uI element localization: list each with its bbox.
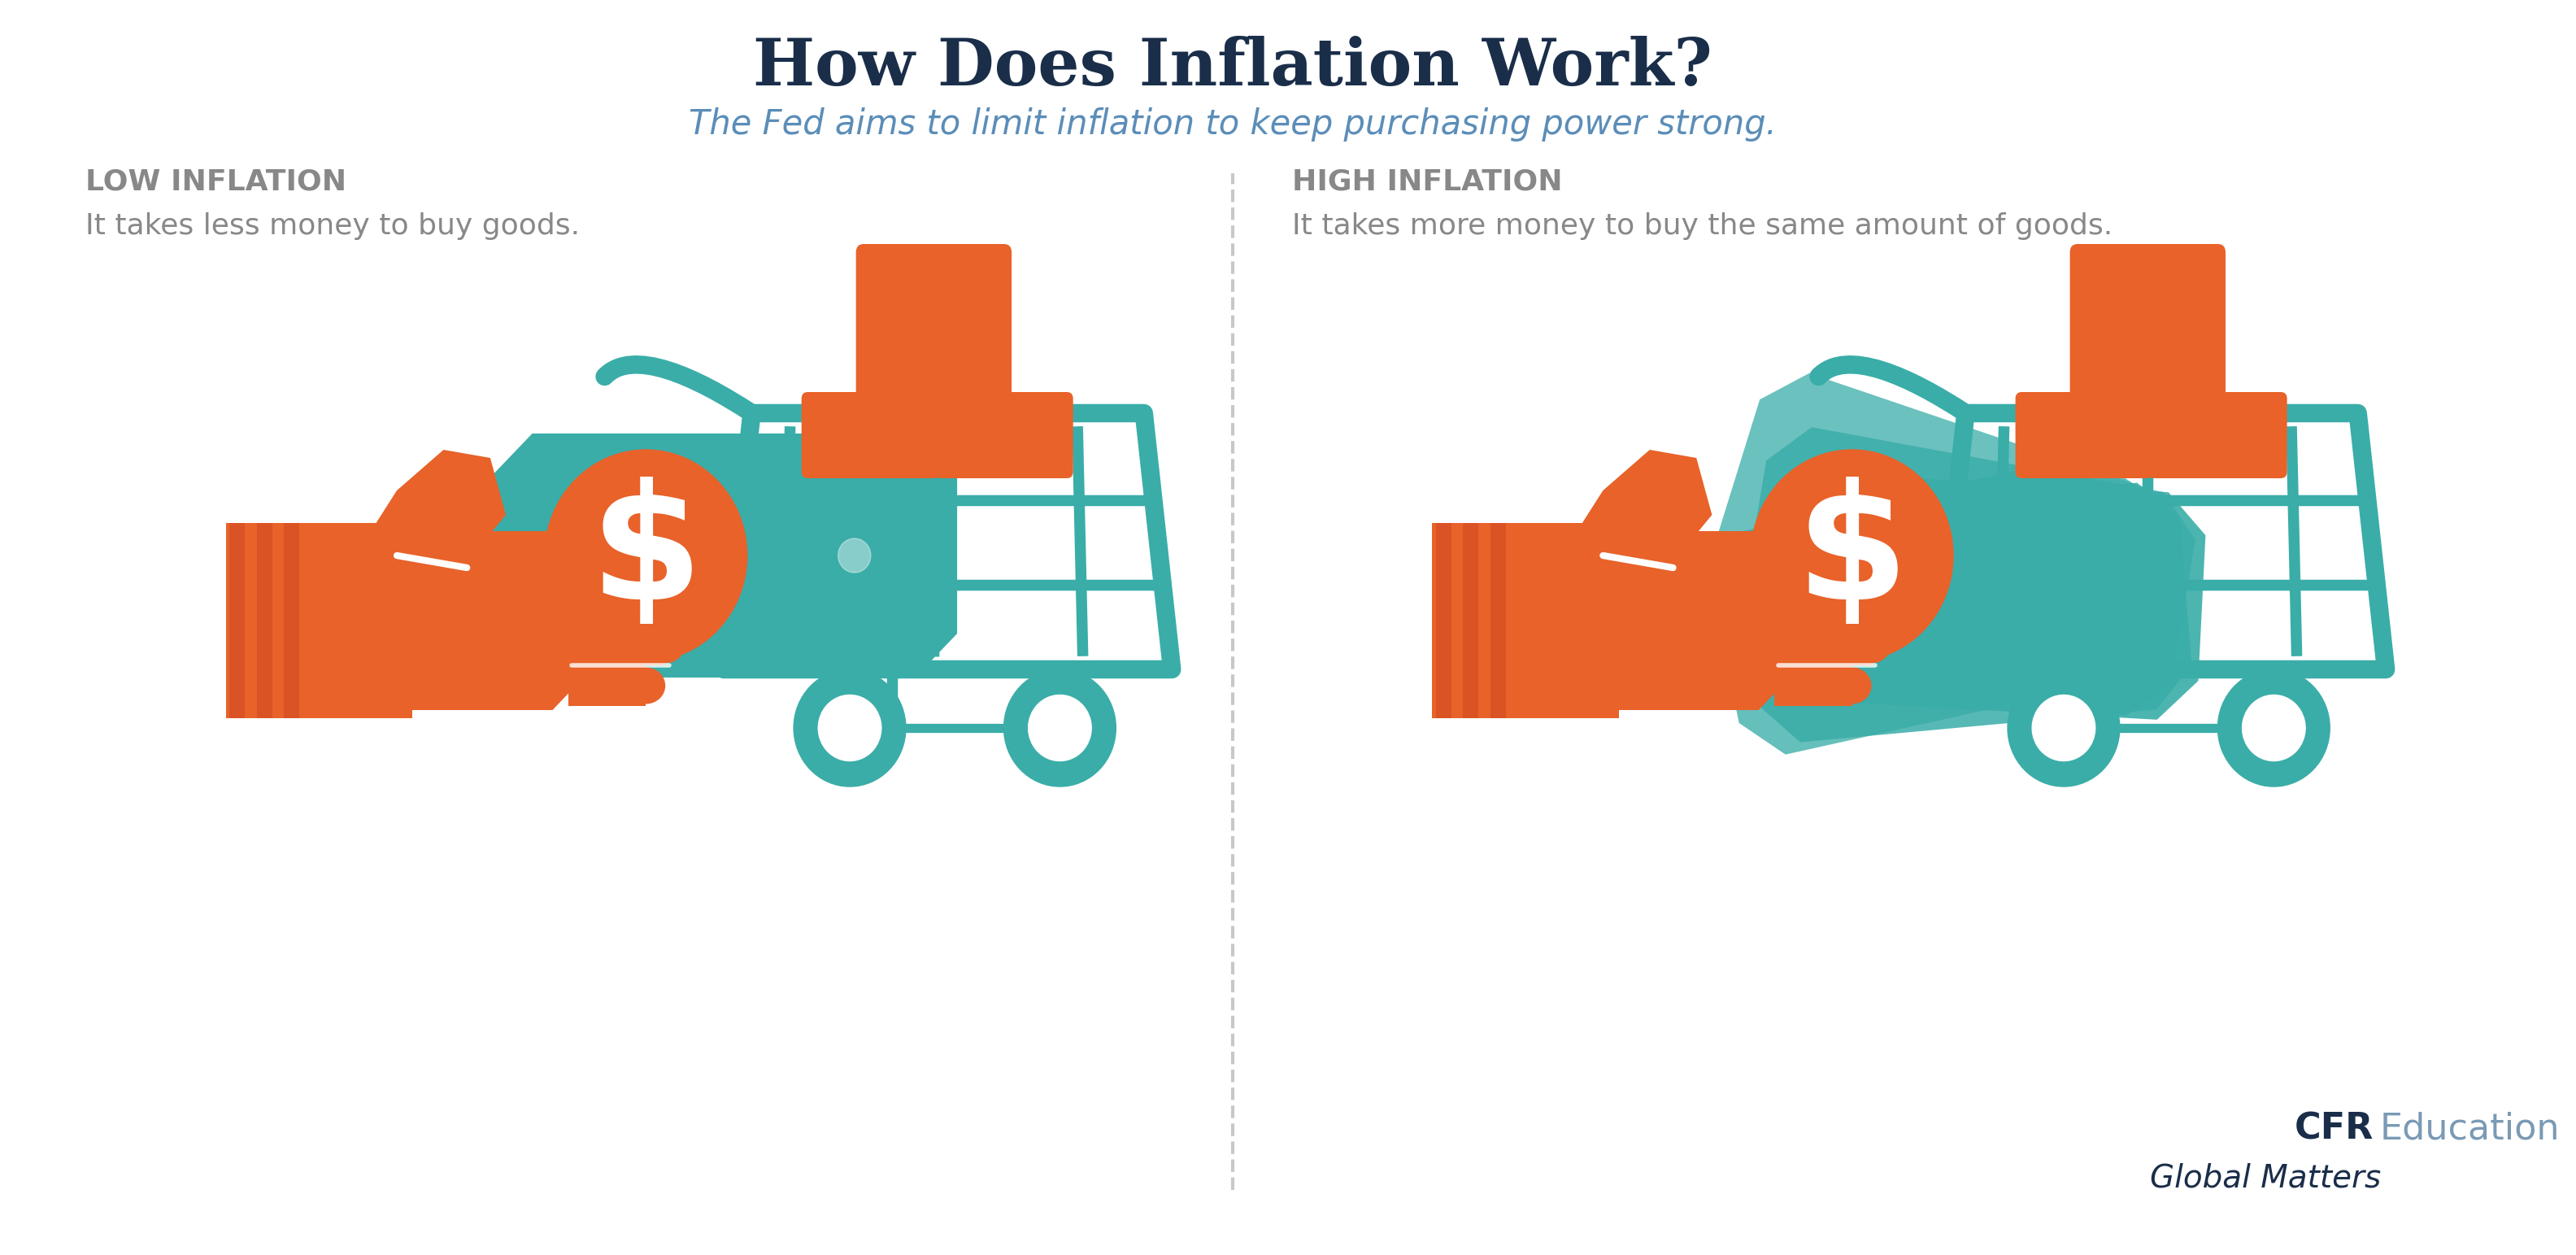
Polygon shape (1747, 483, 2192, 742)
Circle shape (2218, 669, 2329, 787)
Polygon shape (1571, 449, 1713, 572)
Text: $: $ (590, 477, 703, 635)
Polygon shape (1775, 543, 1868, 584)
Text: The Fed aims to limit inflation to keep purchasing power strong.: The Fed aims to limit inflation to keep … (688, 108, 1777, 142)
Text: It takes less money to buy goods.: It takes less money to buy goods. (85, 212, 580, 240)
Polygon shape (569, 543, 662, 584)
Circle shape (819, 695, 881, 761)
Bar (229, 523, 245, 718)
Polygon shape (569, 665, 647, 707)
Bar (1435, 523, 1450, 718)
Bar (258, 523, 273, 718)
Ellipse shape (1852, 626, 1891, 664)
Circle shape (1752, 449, 1953, 661)
Circle shape (793, 669, 907, 787)
Polygon shape (1716, 373, 2174, 705)
Polygon shape (1775, 665, 1852, 707)
Polygon shape (1741, 427, 2195, 717)
Polygon shape (289, 531, 600, 710)
Circle shape (837, 538, 871, 572)
Ellipse shape (1855, 586, 1896, 622)
FancyBboxPatch shape (801, 392, 940, 478)
Polygon shape (569, 584, 670, 625)
Polygon shape (489, 433, 958, 678)
Text: CFR: CFR (2295, 1112, 2372, 1146)
Bar (283, 523, 299, 718)
Polygon shape (569, 625, 665, 665)
Text: How Does Inflation Work?: How Does Inflation Work? (752, 36, 1713, 99)
Polygon shape (1710, 454, 2166, 754)
Polygon shape (1775, 625, 1873, 665)
Polygon shape (1775, 584, 1875, 625)
Circle shape (2007, 669, 2120, 787)
Bar (1463, 523, 1479, 718)
Ellipse shape (649, 586, 688, 622)
Ellipse shape (1832, 668, 1873, 704)
Circle shape (1028, 695, 1092, 761)
Circle shape (577, 538, 611, 572)
Text: Global Matters: Global Matters (2151, 1162, 2380, 1194)
Ellipse shape (641, 546, 680, 582)
FancyBboxPatch shape (935, 392, 1074, 478)
Polygon shape (1494, 531, 1806, 710)
Circle shape (1005, 669, 1115, 787)
Text: LOW INFLATION: LOW INFLATION (85, 168, 348, 196)
Bar (1432, 523, 1618, 718)
FancyBboxPatch shape (2148, 392, 2287, 478)
Ellipse shape (626, 668, 665, 704)
FancyBboxPatch shape (2014, 392, 2154, 478)
Bar (1489, 523, 1507, 718)
Circle shape (2241, 695, 2306, 761)
Text: $: $ (1795, 477, 1909, 635)
Circle shape (2032, 695, 2094, 761)
Text: Education: Education (2380, 1112, 2561, 1146)
FancyBboxPatch shape (2071, 243, 2226, 407)
Polygon shape (1762, 473, 2205, 719)
Text: HIGH INFLATION: HIGH INFLATION (1291, 168, 1561, 196)
Text: It takes more money to buy the same amount of goods.: It takes more money to buy the same amou… (1291, 212, 2112, 240)
Bar (227, 523, 412, 718)
FancyBboxPatch shape (855, 243, 1012, 407)
Polygon shape (366, 449, 505, 572)
Circle shape (544, 449, 747, 661)
Ellipse shape (1847, 546, 1888, 582)
Ellipse shape (647, 626, 685, 664)
